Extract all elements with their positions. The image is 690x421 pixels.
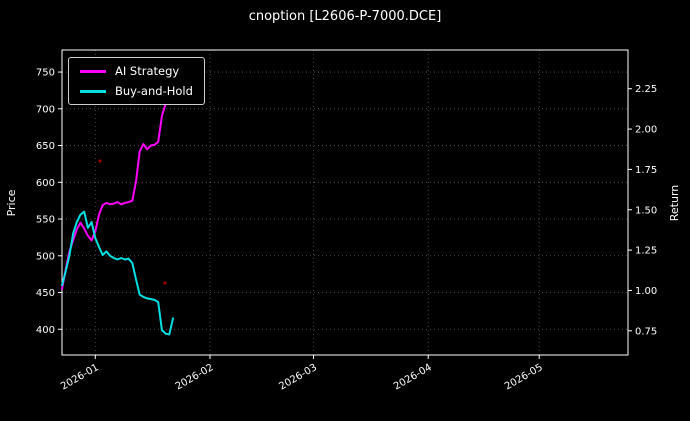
legend-item-buy-and-hold: Buy-and-Hold: [80, 84, 193, 98]
legend-line-swatch-magenta: [80, 69, 106, 73]
svg-text:2.25: 2.25: [635, 84, 657, 95]
svg-text:1.50: 1.50: [635, 205, 657, 216]
svg-text:2026-05: 2026-05: [503, 362, 545, 392]
svg-text:1.00: 1.00: [635, 286, 657, 297]
legend-item-ai-strategy: AI Strategy: [80, 64, 193, 78]
svg-text:750: 750: [36, 68, 55, 79]
series-line-0: [61, 66, 171, 290]
svg-text:2026-04: 2026-04: [392, 362, 434, 392]
svg-text:2026-02: 2026-02: [174, 362, 216, 392]
legend: AI Strategy Buy-and-Hold: [68, 57, 205, 105]
trade-marker: [98, 159, 102, 163]
legend-line-swatch-cyan: [80, 89, 106, 93]
legend-label: Buy-and-Hold: [115, 84, 193, 98]
svg-text:2026-03: 2026-03: [277, 362, 319, 392]
svg-text:1.75: 1.75: [635, 165, 657, 176]
y-axis-label-left: Price: [5, 189, 18, 216]
chart-title: cnoption [L2606-P-7000.DCE]: [248, 9, 442, 24]
legend-label: AI Strategy: [115, 64, 180, 78]
svg-text:450: 450: [36, 288, 55, 299]
svg-text:650: 650: [36, 141, 55, 152]
svg-text:500: 500: [36, 251, 55, 262]
y-axis-label-right: Return: [668, 185, 681, 222]
svg-text:1.25: 1.25: [635, 246, 657, 257]
trade-marker: [163, 281, 167, 285]
svg-text:0.75: 0.75: [635, 326, 657, 337]
svg-text:400: 400: [36, 325, 55, 336]
svg-text:550: 550: [36, 215, 55, 226]
svg-text:2026-01: 2026-01: [59, 362, 101, 392]
svg-text:600: 600: [36, 178, 55, 189]
svg-text:700: 700: [36, 104, 55, 115]
series-line-1: [61, 210, 174, 336]
svg-text:2.00: 2.00: [635, 125, 657, 136]
